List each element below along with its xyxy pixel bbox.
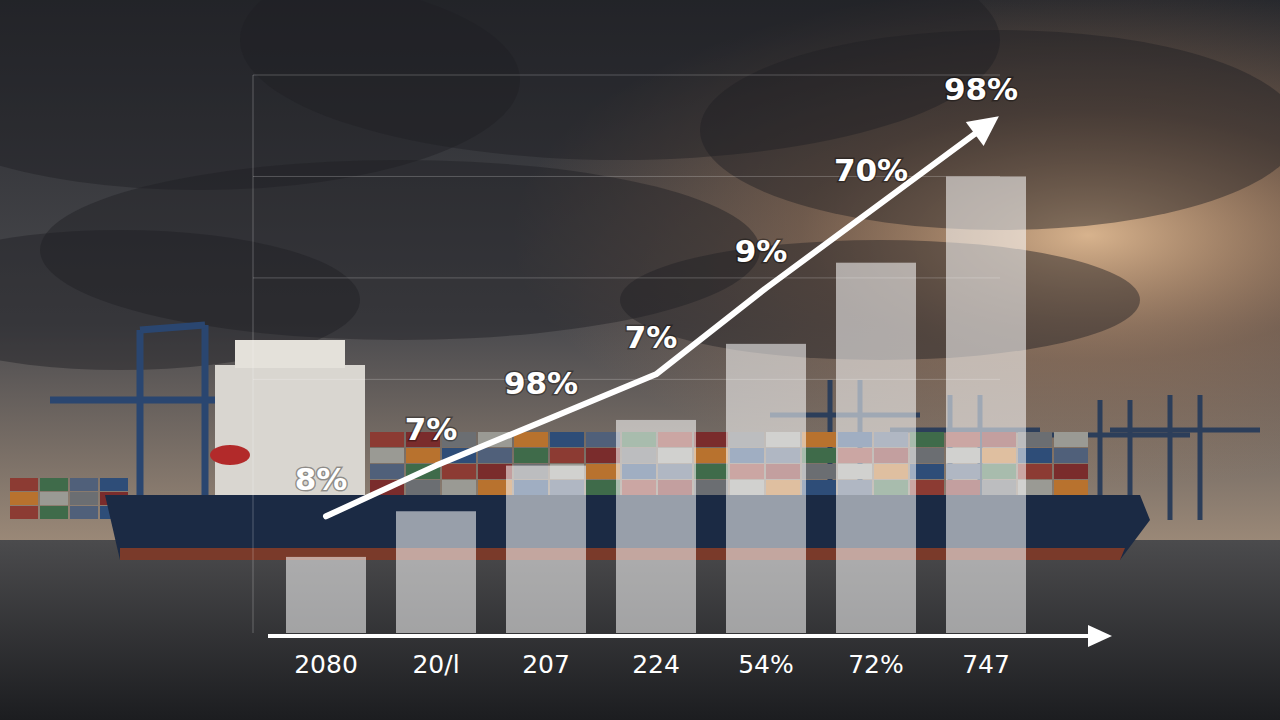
- container: [1054, 464, 1088, 479]
- container: [802, 480, 836, 495]
- container: [586, 432, 620, 447]
- container: [70, 492, 98, 505]
- container: [40, 506, 68, 519]
- x-axis-arrow: [1088, 625, 1112, 647]
- container: [802, 464, 836, 479]
- container: [586, 464, 620, 479]
- x-tick-label: 2080: [294, 650, 358, 679]
- line: [202, 325, 209, 520]
- container: [406, 480, 440, 495]
- x-tick-label: 207: [522, 650, 570, 679]
- container: [10, 492, 38, 505]
- container: [694, 480, 728, 495]
- container: [694, 448, 728, 463]
- container: [478, 448, 512, 463]
- lifeboat: [210, 445, 250, 465]
- container: [40, 478, 68, 491]
- bar: [286, 557, 366, 633]
- annotation: 98%: [944, 71, 1018, 107]
- x-tick-label: 747: [962, 650, 1010, 679]
- container: [370, 448, 404, 463]
- line: [1198, 395, 1203, 520]
- x-axis-line: [268, 634, 1092, 638]
- container: [442, 480, 476, 495]
- line: [140, 325, 205, 330]
- container: [550, 432, 584, 447]
- container: [802, 432, 836, 447]
- container: [406, 448, 440, 463]
- container: [550, 448, 584, 463]
- container: [694, 464, 728, 479]
- container: [586, 448, 620, 463]
- x-tick-label: 54%: [738, 650, 794, 679]
- bar: [726, 344, 806, 633]
- line: [1168, 395, 1173, 520]
- background: [0, 0, 1280, 720]
- trend-line: [326, 126, 986, 517]
- container: [1054, 480, 1088, 495]
- cloud: [0, 230, 360, 370]
- container: [1054, 448, 1088, 463]
- y-axis-line: [253, 75, 254, 633]
- x-tick-label: 224: [632, 650, 680, 679]
- annotation: 8%: [295, 461, 348, 497]
- container: [40, 492, 68, 505]
- container: [370, 432, 404, 447]
- container: [802, 448, 836, 463]
- container: [442, 464, 476, 479]
- bar: [396, 511, 476, 633]
- bar: [616, 420, 696, 633]
- ship-bridge: [235, 340, 345, 368]
- bar: [506, 466, 586, 633]
- container: [586, 480, 620, 495]
- container: [370, 464, 404, 479]
- annotation: 98%: [504, 365, 578, 401]
- bar: [946, 176, 1026, 633]
- x-tick-label: 20/l: [412, 650, 459, 679]
- container: [1054, 432, 1088, 447]
- annotation: 7%: [625, 319, 678, 355]
- annotation: 9%: [735, 233, 788, 269]
- arrow-head: [966, 116, 999, 146]
- plot-area: [286, 126, 1026, 633]
- line: [1110, 428, 1260, 433]
- line: [137, 330, 144, 520]
- bar: [836, 263, 916, 633]
- annotation: 7%: [405, 411, 458, 447]
- container: [70, 506, 98, 519]
- annotation: 70%: [834, 152, 908, 188]
- chart-canvas: 2080 20/l 207 224 54% 72% 747 8% 7% 98% 7% 9% 70% 98%: [0, 0, 1280, 720]
- container: [514, 448, 548, 463]
- container: [10, 478, 38, 491]
- x-tick-label: 72%: [848, 650, 904, 679]
- grid-line: [253, 75, 1000, 76]
- container: [100, 478, 128, 491]
- container: [70, 478, 98, 491]
- container: [10, 506, 38, 519]
- container: [694, 432, 728, 447]
